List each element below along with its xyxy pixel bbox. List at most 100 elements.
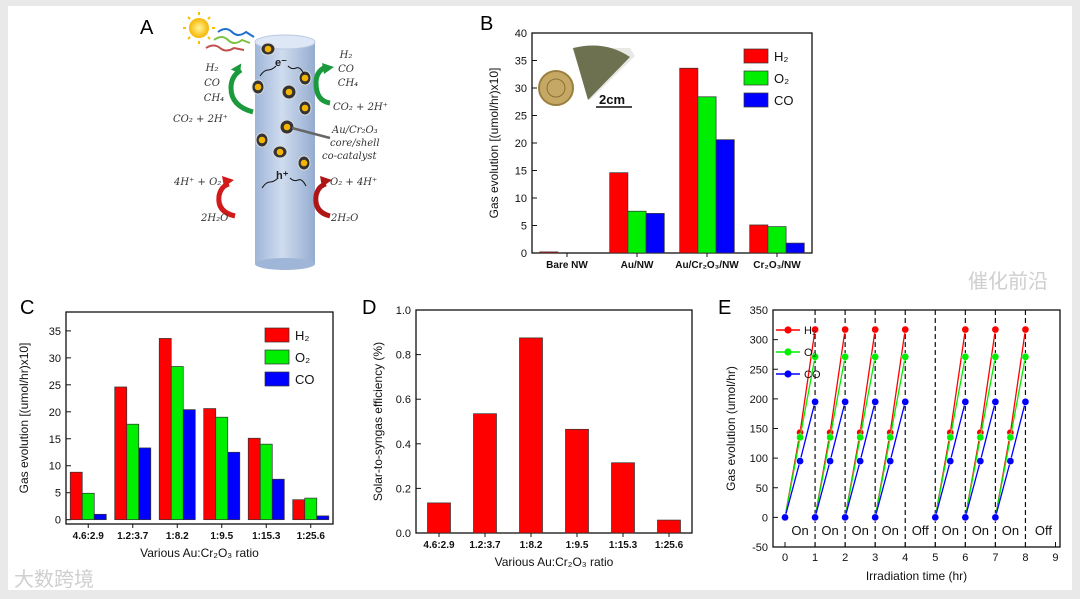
- x-tick-label: 4.6:2.9: [73, 531, 105, 542]
- legend-marker: [784, 370, 792, 378]
- legend-swatch: [743, 92, 769, 108]
- legend-marker: [784, 348, 792, 356]
- chart-c: 0 5 10 15 20 25 30 35 Gas evolution [(umol/hr)x1…: [17, 311, 334, 560]
- data-point: [841, 325, 849, 334]
- legend-label: O₂: [774, 71, 789, 86]
- legend-label: H₂: [295, 328, 309, 343]
- x-tick-label: 1:25.6: [655, 540, 684, 551]
- right-product-co: CO: [338, 64, 354, 75]
- left-reactant: CO₂ + 2H⁺: [173, 114, 228, 125]
- bar-c: [158, 338, 172, 521]
- x-tick-label: 1: [812, 552, 818, 564]
- x-tick-label: 6: [962, 552, 968, 564]
- bar-d: [519, 337, 543, 534]
- data-point: [856, 433, 865, 442]
- x-tick-label: Au/NW: [621, 260, 654, 271]
- legend-label: CO: [295, 372, 315, 387]
- watermark-left: 大数跨境: [14, 567, 94, 591]
- plot-frame: [65, 311, 334, 525]
- legend-label: O₂: [804, 347, 817, 359]
- catalyst-label-2: core/shell: [330, 138, 380, 149]
- y-tick-label: 0.6: [396, 394, 411, 406]
- y-tick-label: 35: [49, 326, 61, 338]
- data-point: [871, 397, 880, 406]
- legend-swatch: [264, 327, 290, 343]
- y-tick-label: 150: [750, 424, 768, 436]
- right-water: 2H₂O: [330, 213, 358, 224]
- watermark-right: 催化前沿: [968, 269, 1048, 293]
- data-point: [1006, 457, 1015, 465]
- y-tick-label: 0.8: [396, 350, 411, 362]
- x-tick-label: 9: [1052, 552, 1058, 564]
- y-tick-label: 0.4: [396, 439, 411, 451]
- series-line: [814, 329, 846, 518]
- y-tick-label: 0: [55, 515, 61, 527]
- data-point: [841, 397, 849, 406]
- left-product-ch4: CH₄: [204, 93, 224, 104]
- pointer-arrow: [291, 126, 331, 140]
- x-axis-title: Irradiation time (hr): [866, 569, 967, 583]
- bar-c: [271, 478, 285, 521]
- bar-c: [182, 409, 196, 521]
- data-point: [826, 457, 834, 465]
- panel-label-b: B: [480, 13, 493, 35]
- bar-b: [767, 226, 787, 254]
- bar-c: [126, 423, 140, 521]
- period-label: On: [821, 523, 838, 538]
- legend-label: H₂: [774, 49, 788, 64]
- reduction-arrow-right: [313, 64, 331, 106]
- x-tick-label: 1:9.5: [210, 531, 233, 542]
- arrowhead: [320, 176, 332, 187]
- x-tick-label: 1:8.2: [520, 540, 543, 551]
- x-tick-label: 1.2:3.7: [469, 540, 501, 551]
- y-tick-label: 250: [750, 364, 768, 376]
- data-point: [991, 352, 1000, 361]
- period-label: On: [942, 523, 959, 538]
- data-point: [1021, 397, 1030, 406]
- scale-bar-label: 2cm: [599, 92, 625, 107]
- x-tick-label: 1:9.5: [566, 540, 589, 551]
- data-point: [886, 433, 895, 442]
- x-tick-label: 1:25.6: [297, 531, 326, 542]
- y-tick-label: -50: [752, 542, 768, 554]
- bar-d: [611, 462, 635, 534]
- charge-path-arrows: [259, 65, 307, 189]
- coin: [538, 70, 574, 106]
- x-tick-label: 7: [992, 552, 998, 564]
- data-point: [841, 513, 849, 522]
- data-point: [886, 457, 895, 465]
- bar-c: [81, 492, 95, 521]
- bar-c: [170, 366, 184, 521]
- y-tick-label: 0.2: [396, 483, 411, 495]
- x-tick-label: 2: [842, 552, 848, 564]
- left-product-h2: H₂: [205, 63, 219, 74]
- x-tick-label: 1:15.3: [252, 531, 281, 542]
- data-point: [961, 513, 970, 522]
- chart-b: 0 5 10 15 20 25 30 35 40 Gas evolution [(umol/hr)…: [487, 28, 813, 271]
- data-point: [946, 433, 955, 442]
- y-tick-label: 10: [49, 461, 61, 473]
- x-tick-label: Au/Cr₂O₃/NW: [675, 260, 739, 271]
- y-tick-label: 15: [49, 434, 61, 446]
- bar-c: [259, 443, 273, 521]
- data-point: [991, 325, 1000, 334]
- period-label: On: [791, 523, 808, 538]
- y-tick-label: 0.0: [396, 528, 411, 540]
- core-shell-particles: [251, 42, 312, 171]
- bar-b: [749, 224, 769, 254]
- data-point: [811, 513, 819, 522]
- bar-b: [715, 139, 735, 254]
- data-point: [1006, 433, 1015, 442]
- y-tick-label: 200: [750, 394, 768, 406]
- legend-label: H₂: [804, 325, 816, 337]
- y-tick-label: 0: [762, 512, 768, 524]
- y-axis-title: Gas evolution [(umol/hr)x10]: [17, 343, 31, 494]
- series-line: [964, 329, 997, 518]
- x-axis-title: Various Au:Cr₂O₃ ratio: [495, 555, 614, 569]
- bar-c: [93, 513, 107, 521]
- plot-frame: [531, 32, 813, 254]
- data-point: [976, 457, 985, 465]
- data-point: [841, 352, 849, 361]
- y-tick-label: 5: [55, 488, 61, 500]
- bar-d: [473, 413, 497, 534]
